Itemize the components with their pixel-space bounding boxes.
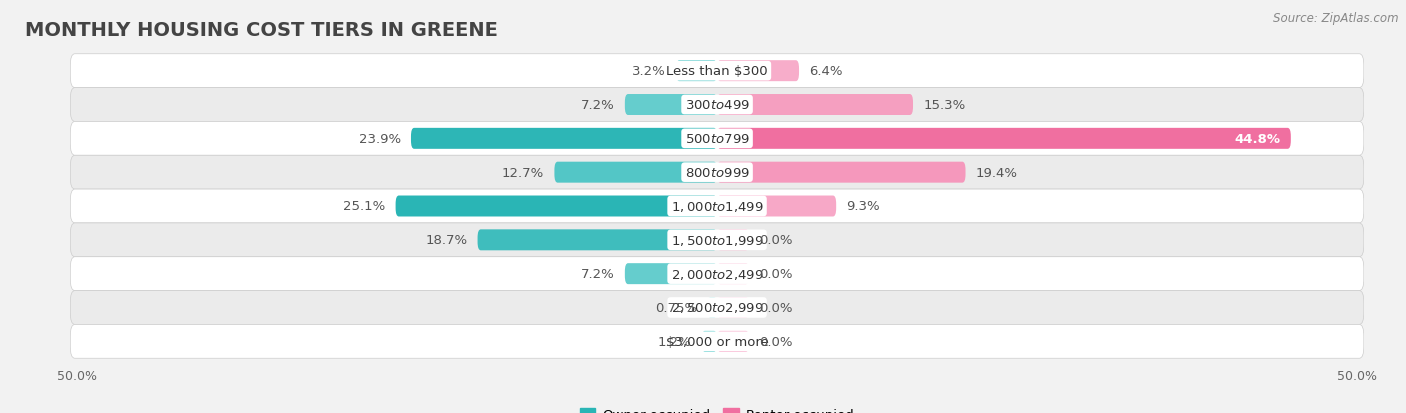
Text: $800 to $999: $800 to $999	[685, 166, 749, 179]
Text: $3,000 or more: $3,000 or more	[665, 335, 769, 348]
Text: 3.2%: 3.2%	[633, 65, 666, 78]
FancyBboxPatch shape	[70, 55, 1364, 88]
FancyBboxPatch shape	[717, 331, 749, 352]
FancyBboxPatch shape	[707, 297, 717, 318]
Text: 0.0%: 0.0%	[759, 268, 793, 280]
FancyBboxPatch shape	[717, 95, 912, 116]
Text: $2,000 to $2,499: $2,000 to $2,499	[671, 267, 763, 281]
FancyBboxPatch shape	[70, 223, 1364, 257]
FancyBboxPatch shape	[676, 61, 717, 82]
Text: $500 to $799: $500 to $799	[685, 133, 749, 145]
Text: 0.0%: 0.0%	[759, 301, 793, 314]
Text: 25.1%: 25.1%	[343, 200, 385, 213]
Text: 7.2%: 7.2%	[581, 268, 614, 280]
FancyBboxPatch shape	[624, 95, 717, 116]
FancyBboxPatch shape	[70, 291, 1364, 325]
Text: 15.3%: 15.3%	[924, 99, 966, 112]
FancyBboxPatch shape	[70, 190, 1364, 223]
FancyBboxPatch shape	[717, 263, 749, 285]
Text: 12.7%: 12.7%	[502, 166, 544, 179]
FancyBboxPatch shape	[702, 331, 717, 352]
FancyBboxPatch shape	[554, 162, 717, 183]
Text: 6.4%: 6.4%	[810, 65, 842, 78]
FancyBboxPatch shape	[717, 61, 799, 82]
Text: $2,500 to $2,999: $2,500 to $2,999	[671, 301, 763, 315]
FancyBboxPatch shape	[70, 122, 1364, 156]
FancyBboxPatch shape	[717, 162, 966, 183]
FancyBboxPatch shape	[70, 257, 1364, 291]
FancyBboxPatch shape	[717, 230, 749, 251]
Text: 18.7%: 18.7%	[425, 234, 467, 247]
FancyBboxPatch shape	[624, 263, 717, 285]
Text: $1,500 to $1,999: $1,500 to $1,999	[671, 233, 763, 247]
FancyBboxPatch shape	[70, 156, 1364, 190]
Text: $300 to $499: $300 to $499	[685, 99, 749, 112]
Text: 0.0%: 0.0%	[759, 335, 793, 348]
Text: Source: ZipAtlas.com: Source: ZipAtlas.com	[1274, 12, 1399, 25]
Text: 44.8%: 44.8%	[1234, 133, 1281, 145]
Text: MONTHLY HOUSING COST TIERS IN GREENE: MONTHLY HOUSING COST TIERS IN GREENE	[25, 21, 498, 40]
FancyBboxPatch shape	[70, 325, 1364, 358]
FancyBboxPatch shape	[717, 196, 837, 217]
Text: Less than $300: Less than $300	[666, 65, 768, 78]
FancyBboxPatch shape	[395, 196, 717, 217]
FancyBboxPatch shape	[717, 297, 749, 318]
FancyBboxPatch shape	[478, 230, 717, 251]
Text: 1.2%: 1.2%	[658, 335, 692, 348]
Text: 9.3%: 9.3%	[846, 200, 880, 213]
Text: 19.4%: 19.4%	[976, 166, 1018, 179]
FancyBboxPatch shape	[70, 88, 1364, 122]
FancyBboxPatch shape	[717, 128, 1291, 150]
Text: 0.75%: 0.75%	[655, 301, 697, 314]
Text: 0.0%: 0.0%	[759, 234, 793, 247]
Legend: Owner-occupied, Renter-occupied: Owner-occupied, Renter-occupied	[574, 402, 860, 413]
Text: 7.2%: 7.2%	[581, 99, 614, 112]
Text: $1,000 to $1,499: $1,000 to $1,499	[671, 199, 763, 214]
Text: 23.9%: 23.9%	[359, 133, 401, 145]
FancyBboxPatch shape	[411, 128, 717, 150]
